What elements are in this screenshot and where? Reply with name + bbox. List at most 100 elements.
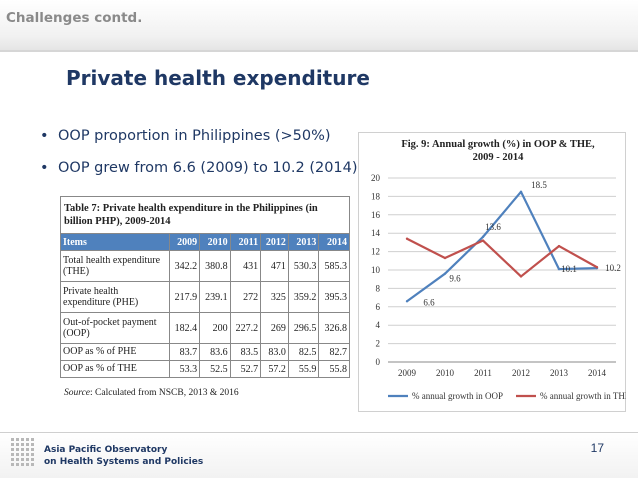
column-header: 2012 [260, 233, 289, 251]
data-point [481, 235, 485, 239]
x-tick-label: 2012 [512, 368, 530, 378]
table-cell: 182.4 [168, 312, 201, 344]
x-tick-label: 2013 [550, 368, 569, 378]
data-label: 9.6 [449, 274, 461, 284]
growth-line-chart: Fig. 9: Annual growth (%) in OOP & THE, 2… [358, 132, 626, 412]
table-cell: 296.5 [287, 312, 320, 344]
table-cell: 83.0 [260, 343, 289, 361]
data-label: 10.1 [561, 264, 577, 274]
x-tick-label: 2010 [436, 368, 455, 378]
table-row: OOP as % of PHE 83.7 83.6 83.5 83.0 82.5… [60, 343, 350, 361]
source-label: Source [64, 388, 91, 398]
x-tick-label: 2011 [474, 368, 492, 378]
bullet-dot-icon: • [40, 128, 49, 144]
data-point [595, 266, 599, 269]
header-band [0, 0, 638, 52]
table-cell: 217.9 [168, 281, 201, 313]
table-cell: 239.1 [199, 281, 231, 313]
growth-chart: Fig. 9: Annual growth (%) in OOP & THE, 2… [358, 132, 626, 412]
table-cell: 55.9 [287, 360, 320, 378]
column-header: 2010 [199, 233, 231, 251]
data-label: 6.6 [423, 297, 435, 307]
y-tick-label: 0 [376, 357, 381, 367]
row-label: OOP as % of THE [60, 360, 170, 378]
data-point [557, 244, 561, 248]
row-label: Out-of-pocket payment (OOP) [60, 312, 170, 344]
section-header: Challenges contd. [6, 10, 143, 26]
observatory-logo-icon [11, 438, 34, 466]
data-label: 13.6 [485, 222, 501, 232]
y-tick-label: 2 [376, 339, 381, 349]
y-tick-label: 4 [376, 320, 381, 330]
table-header-row: Items 2009 2010 2011 2012 2013 2014 [60, 233, 350, 251]
y-tick-label: 20 [371, 173, 381, 183]
table-row: Out-of-pocket payment (OOP) 182.4 200 22… [60, 312, 350, 344]
table-cell: 57.2 [260, 360, 289, 378]
row-label: OOP as % of PHE [60, 343, 170, 361]
table-cell: 471 [260, 250, 289, 282]
data-label: 10.2 [605, 263, 621, 273]
expenditure-table: Table 7: Private health expenditure in t… [60, 196, 350, 378]
table-cell: 55.8 [318, 360, 350, 378]
table-cell: 585.3 [318, 250, 350, 282]
table-row: OOP as % of THE 53.3 52.5 52.7 57.2 55.9… [60, 360, 350, 378]
table-cell: 380.8 [199, 250, 231, 282]
header-divider [0, 50, 638, 52]
data-point [405, 237, 409, 240]
table-cell: 52.7 [229, 360, 262, 378]
slide-title: Private health expenditure [66, 66, 370, 90]
table-cell: 82.5 [287, 343, 320, 361]
data-point [443, 272, 447, 275]
column-header: 2013 [287, 233, 320, 251]
table-cell: 272 [229, 281, 262, 313]
chart-title-line: Fig. 9: Annual growth (%) in OOP & THE, [401, 139, 595, 150]
y-tick-label: 10 [371, 265, 381, 275]
table-caption: Table 7: Private health expenditure in t… [60, 196, 350, 234]
source-text: : Calculated from NSCB, 2013 & 2016 [90, 388, 239, 398]
footer-band [0, 433, 638, 478]
table-cell: 530.3 [287, 250, 320, 282]
column-header: Items [60, 233, 170, 251]
table-cell: 269 [260, 312, 289, 344]
bullet-item: • OOP grew from 6.6 (2009) to 10.2 (2014) [40, 160, 358, 176]
column-header: 2011 [229, 233, 262, 251]
data-point [519, 190, 523, 193]
row-label: Private health expenditure (PHE) [60, 281, 170, 313]
page-number: 17 [590, 441, 604, 455]
table-cell: 52.5 [199, 360, 231, 378]
table-cell: 200 [199, 312, 231, 344]
table-cell: 342.2 [168, 250, 201, 282]
y-tick-label: 14 [371, 228, 381, 238]
y-tick-label: 8 [376, 283, 381, 293]
footer-divider [0, 432, 638, 433]
y-tick-label: 6 [376, 302, 381, 312]
table-cell: 53.3 [168, 360, 201, 378]
series-line [406, 237, 598, 278]
table-cell: 83.5 [229, 343, 262, 361]
table-row: Total health expenditure (THE) 342.2 380… [60, 250, 350, 282]
x-tick-label: 2009 [398, 368, 417, 378]
table-cell: 431 [229, 250, 262, 282]
chart-title-line: 2009 - 2014 [473, 152, 524, 163]
table-cell: 227.2 [229, 312, 262, 344]
bullet-dot-icon: • [40, 160, 49, 176]
row-label: Total health expenditure (THE) [60, 250, 170, 282]
bullet-text: OOP grew from 6.6 (2009) to 10.2 (2014) [58, 160, 358, 176]
bullet-text: OOP proportion in Philippines (>50%) [58, 128, 331, 144]
bullet-item: • OOP proportion in Philippines (>50%) [40, 128, 331, 144]
table-cell: 395.3 [318, 281, 350, 313]
data-label: 18.5 [531, 180, 547, 190]
data-point [405, 300, 409, 303]
table-cell: 325 [260, 281, 289, 313]
legend-label: % annual growth in THE [540, 391, 626, 401]
table-cell: 82.7 [318, 343, 350, 361]
table-row: Private health expenditure (PHE) 217.9 2… [60, 281, 350, 313]
y-tick-label: 12 [371, 247, 380, 257]
series-line [406, 190, 598, 303]
table-cell: 83.6 [199, 343, 231, 361]
y-tick-label: 18 [371, 191, 381, 201]
data-point [519, 275, 523, 278]
legend-label: % annual growth in OOP [412, 391, 503, 401]
table-source-note: Source: Calculated from NSCB, 2013 & 201… [64, 388, 239, 398]
data-point [443, 256, 447, 260]
